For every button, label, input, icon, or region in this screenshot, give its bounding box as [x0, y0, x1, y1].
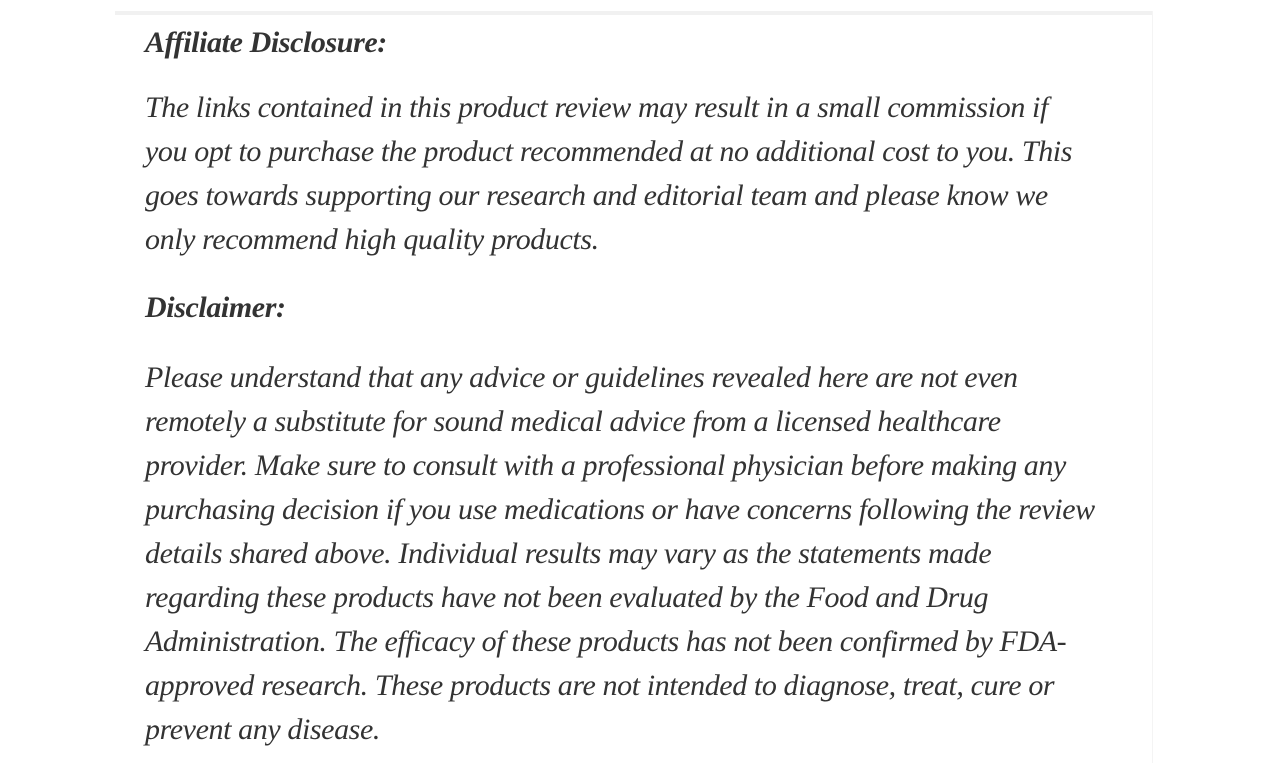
disclaimer-section: Disclaimer: Please understand that any a…: [145, 286, 1122, 752]
paragraph-line: regarding these products have not been e…: [145, 581, 989, 614]
content-column: Affiliate Disclosure: The links containe…: [115, 11, 1153, 763]
paragraph-line: remotely a substitute for sound medical …: [145, 405, 1001, 438]
paragraph-line: details shared above. Individual results…: [145, 537, 992, 570]
disclaimer-heading: Disclaimer:: [145, 291, 286, 324]
paragraph-line: The links contained in this product revi…: [145, 91, 1048, 124]
paragraph-line: approved research. These products are no…: [145, 669, 1055, 702]
paragraph-line: purchasing decision if you use medicatio…: [145, 493, 1095, 526]
affiliate-disclosure-section: Affiliate Disclosure: The links containe…: [145, 21, 1122, 262]
affiliate-disclosure-heading: Affiliate Disclosure:: [145, 26, 387, 59]
paragraph-line: Administration. The efficacy of these pr…: [145, 625, 1067, 658]
paragraph-line: Please understand that any advice or gui…: [145, 361, 1018, 394]
paragraph-line: only recommend high quality products.: [145, 223, 599, 256]
disclaimer-paragraph: Please understand that any advice or gui…: [145, 356, 1122, 752]
paragraph-line: prevent any disease.: [145, 713, 380, 746]
content-top-divider: [115, 11, 1152, 15]
paragraph-line: goes towards supporting our research and…: [145, 179, 1048, 212]
article-body: Affiliate Disclosure: The links containe…: [115, 21, 1152, 752]
affiliate-disclosure-paragraph: The links contained in this product revi…: [145, 86, 1122, 262]
paragraph-line: provider. Make sure to consult with a pr…: [145, 449, 1066, 482]
paragraph-line: you opt to purchase the product recommen…: [145, 135, 1073, 168]
